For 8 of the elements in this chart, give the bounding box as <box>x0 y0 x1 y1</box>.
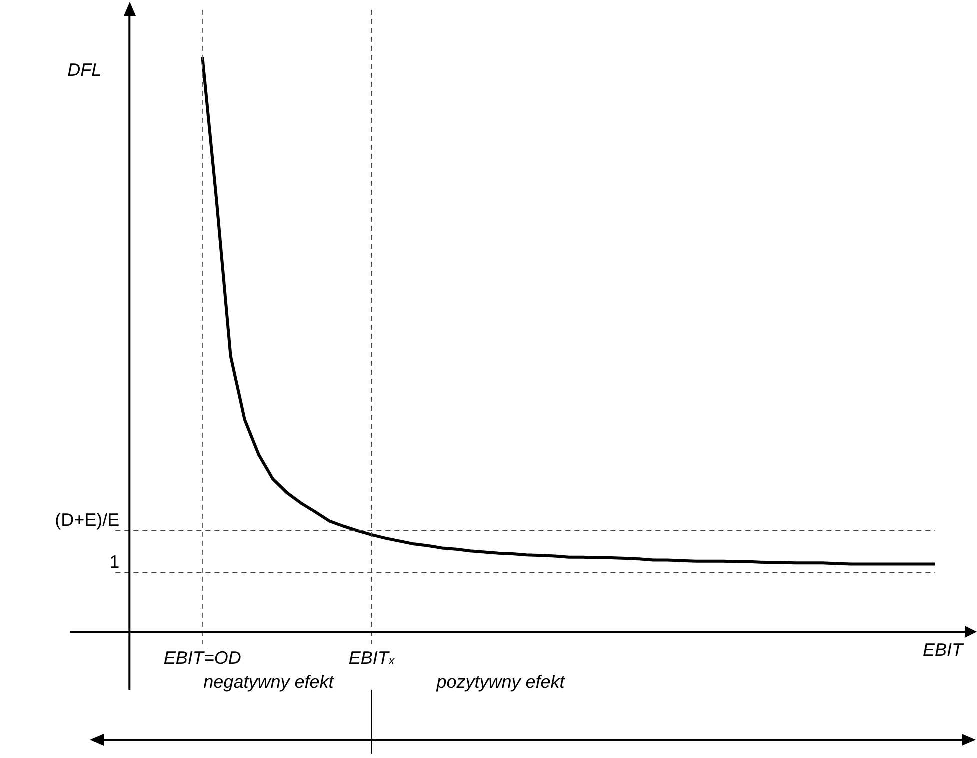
text: 1 <box>110 552 120 572</box>
x-axis-title: EBIT <box>922 640 966 660</box>
ref-line-label: (D+E)/E <box>55 510 120 530</box>
x-tick-label: EBIT=OD <box>164 648 242 668</box>
text: pozytywny efekt <box>436 672 566 692</box>
x-tick-label: EBITx <box>348 648 396 668</box>
text: negatywny efekt <box>204 672 335 692</box>
y-axis-title: DFL <box>68 60 102 80</box>
